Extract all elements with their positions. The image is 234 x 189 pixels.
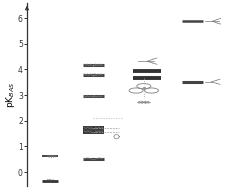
Text: Cl⁻: Cl⁻ <box>46 179 55 184</box>
Y-axis label: pK$_{BAS}$: pK$_{BAS}$ <box>4 81 17 108</box>
